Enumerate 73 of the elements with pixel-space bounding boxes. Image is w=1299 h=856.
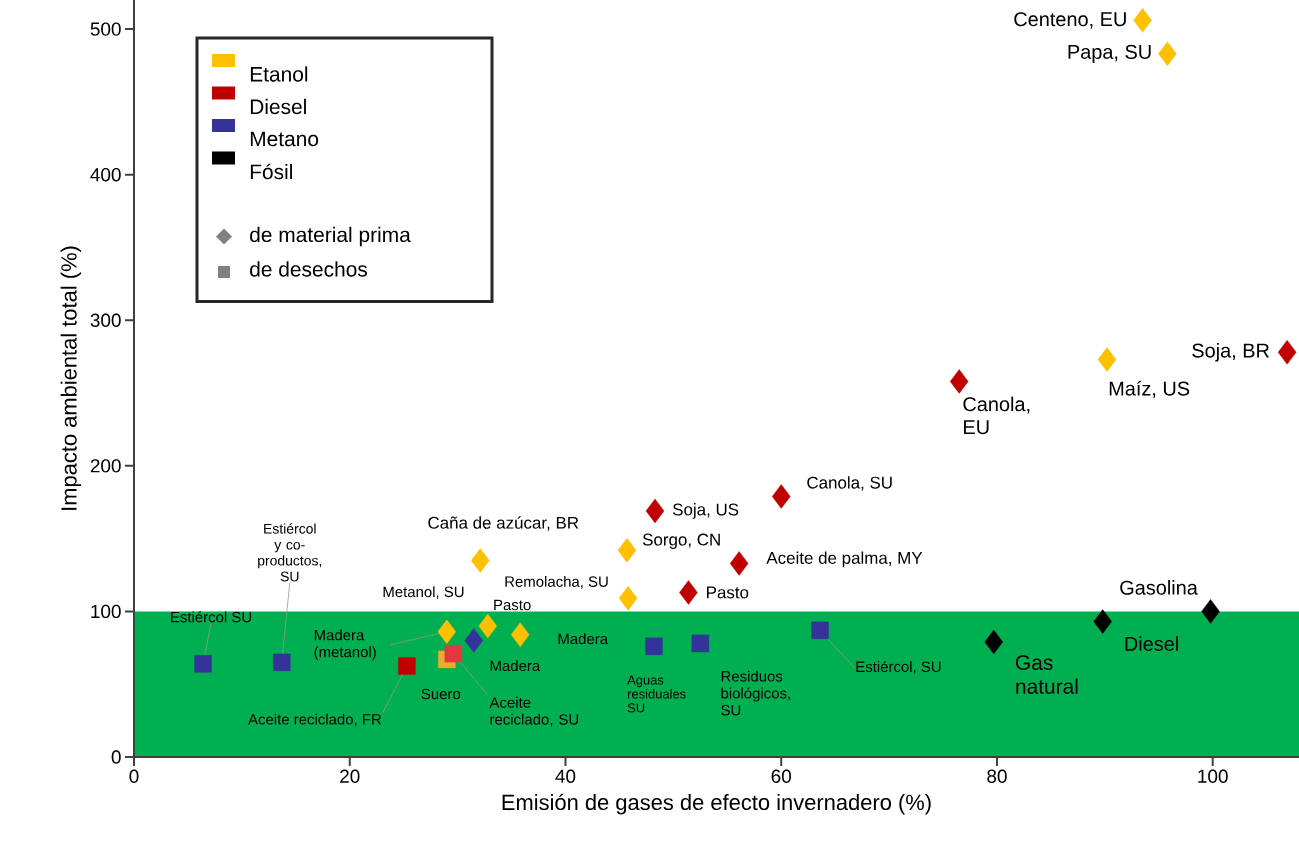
point [471,548,490,573]
point [645,637,663,656]
point [464,628,483,653]
annotation: Caña de azúcar, BR [428,516,579,531]
point [1133,8,1152,33]
legend-label: de material prima [250,226,411,247]
annotation: Aceite reciclado, SU [489,696,579,727]
point [478,613,498,639]
point [618,586,638,611]
point [679,580,698,605]
annotation: Remolacha, SU [505,575,608,589]
annotation: Aceite de palma, MY [766,551,923,568]
point [1201,599,1220,624]
point [437,619,457,644]
y-tick-label: 100 [91,604,121,619]
annotation: Metanol, SU [383,586,464,599]
annotation: Maíz, US [1109,380,1190,398]
annotation: Madera (metanol) [314,629,376,661]
legend-label: Fósil [250,163,292,180]
annotation: Gasolina [1120,580,1198,595]
legend-label: Metano [250,131,319,147]
annotation: Aceite reciclado, FR [248,713,382,727]
y-tick-label: 500 [90,22,121,36]
annotation: Soja, US [672,503,739,519]
point [691,634,710,653]
point [273,653,291,672]
point [772,484,791,509]
point [984,629,1003,655]
y-tick-label: 0 [111,750,121,764]
annotation: Residuos biológicos, SU [721,670,790,716]
annotation: Centeno, EU [1014,12,1126,29]
point [1097,347,1117,372]
x-tick-label: 40 [555,769,576,783]
x-tick-label: 60 [771,769,791,783]
annotation: Madera [490,660,541,672]
x-tick-label: 100 [1198,769,1228,783]
annotation: Estiércol SU [171,611,251,623]
x-tick-label: 20 [340,769,360,783]
annotation: Pasto [494,599,531,611]
y-tick-label: 300 [90,313,121,327]
annotation: Estiércol, SU [856,660,941,674]
legend-label: de desechos [250,261,368,277]
annotation: Estiércol y co-productos, SU [258,523,322,582]
annotation: Pasto [707,586,749,599]
point [811,621,829,640]
annotation: Aguas residuales SU [627,675,686,713]
point [1277,340,1297,365]
annotation: Diesel [1125,636,1178,651]
point [1093,609,1112,634]
point [194,655,212,673]
annotation: Gas natural [1015,655,1078,694]
y-tick-label: 400 [90,167,121,182]
annotation: Papa, SU [1068,44,1151,63]
y-axis-title: Impacto ambiental total (%) [60,246,82,510]
point [729,551,749,576]
annotation: Canola, SU [807,476,892,491]
annotation: Canola, EU [963,396,1030,435]
point [617,538,637,563]
annotation: Madera [558,633,609,645]
point [1158,41,1177,67]
legend-label: Etanol [250,66,308,82]
annotation: Sorgo, CN [642,533,720,549]
point [510,622,530,647]
legend-label: Diesel [250,98,306,115]
point [645,498,665,524]
annotation: Suero [421,688,461,700]
x-tick-label: 0 [129,769,139,783]
x-tick-label: 80 [987,769,1007,783]
x-axis-title: Emisión de gases de efecto invernadero (%) [502,793,931,815]
point [950,369,969,394]
annotation: Soja, BR [1192,343,1269,362]
point [444,644,462,663]
y-tick-label: 200 [90,459,121,473]
